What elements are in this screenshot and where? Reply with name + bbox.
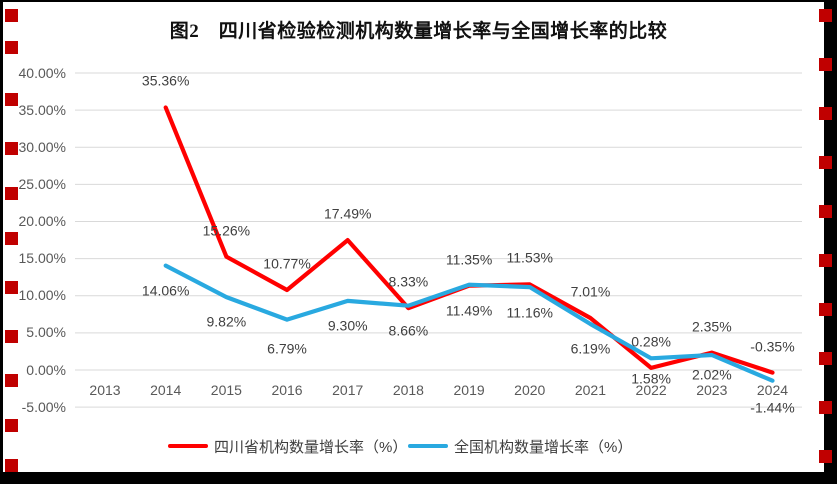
x-axis-tick-label: 2021	[574, 382, 607, 398]
legend-line-swatch-blue	[408, 444, 448, 448]
y-axis-tick-label: 30.00%	[18, 138, 66, 155]
chart-title: 图2 四川省检验检测机构数量增长率与全国增长率的比较	[169, 21, 668, 42]
y-axis-tick-label: 20.00%	[18, 213, 66, 229]
watermark-square	[5, 419, 18, 432]
data-label-series0: 11.35%	[445, 251, 493, 268]
x-axis-tick-label: 2016	[271, 382, 303, 398]
x-axis-tick-label: 2014	[150, 382, 182, 398]
data-label-series1: 9.30%	[327, 317, 368, 334]
x-axis-tick-label: 2024	[756, 382, 789, 398]
legend-item-national: 全国机构数量增长率（%）	[408, 436, 632, 456]
frame-border-top	[0, 0, 837, 2]
watermark-square	[819, 58, 832, 71]
watermark-square	[5, 41, 18, 54]
x-axis-tick-label: 2018	[392, 382, 424, 398]
x-axis-tick-label: 2022	[635, 382, 667, 398]
data-label-series0: 7.01%	[570, 283, 611, 300]
watermark-square	[5, 281, 18, 294]
watermark-square	[819, 205, 832, 218]
x-axis-tick-label: 2013	[89, 382, 121, 398]
legend-label-national: 全国机构数量增长率（%）	[454, 438, 633, 456]
data-label-series1: 11.49%	[445, 302, 493, 319]
watermark-square	[5, 187, 18, 200]
data-label-series0: 35.36%	[141, 72, 190, 89]
y-axis-tick-label: 15.00%	[18, 250, 66, 267]
y-axis-tick-label: 35.00%	[18, 101, 66, 118]
watermark-square	[5, 232, 18, 245]
watermark-square	[819, 9, 832, 22]
x-axis-tick-label: 2023	[696, 382, 728, 398]
watermark-square	[819, 107, 832, 120]
watermark-square	[5, 374, 18, 387]
x-axis-tick-label: 2019	[453, 382, 485, 398]
legend-label-sichuan: 四川省机构数量增长率（%）	[214, 438, 408, 456]
x-axis-tick-label: 2017	[332, 382, 364, 398]
data-label-series1: 6.19%	[570, 340, 611, 357]
watermark-square	[819, 254, 832, 267]
data-label-series0: 17.49%	[323, 205, 372, 222]
y-axis-tick-label: 40.00%	[18, 64, 66, 81]
data-label-series1: 8.66%	[388, 322, 429, 339]
watermark-square	[5, 93, 18, 106]
y-axis-tick-label: 10.00%	[18, 287, 66, 304]
watermark-square	[5, 142, 18, 155]
data-label-series1: 11.16%	[506, 304, 553, 321]
watermark-square	[5, 330, 18, 343]
data-label-series1: 9.82%	[206, 313, 247, 330]
data-label-series0: -0.35%	[750, 338, 795, 355]
watermark-square	[819, 352, 832, 365]
y-axis-tick-label: -5.00%	[21, 398, 66, 415]
data-label-series0: 10.77%	[263, 255, 311, 272]
data-label-series1: 6.79%	[267, 340, 307, 357]
x-axis-tick-label: 2020	[514, 382, 546, 398]
chart-legend: 四川省机构数量增长率（%） 全国机构数量增长率（%）	[0, 436, 837, 456]
watermark-square	[5, 9, 18, 22]
data-label-series0: 15.26%	[202, 222, 251, 239]
data-label-series0: 11.53%	[506, 249, 553, 266]
y-axis-tick-label: 5.00%	[26, 324, 66, 341]
legend-line-swatch-red	[168, 444, 208, 448]
data-label-series0: 2.35%	[691, 318, 732, 335]
watermark-square	[819, 401, 832, 414]
legend-item-sichuan: 四川省机构数量增长率（%）	[168, 436, 407, 456]
data-label-series0: 8.33%	[388, 273, 429, 290]
data-label-series1: 2.02%	[691, 366, 732, 383]
data-label-series1: 14.06%	[141, 282, 190, 299]
data-label-series0: 0.28%	[631, 333, 671, 350]
series-line-1	[163, 263, 775, 383]
y-axis-tick-label: 0.00%	[26, 361, 66, 378]
frame-border-bottom	[0, 472, 837, 484]
watermark-square	[819, 303, 832, 316]
frame-border-left	[0, 0, 3, 484]
data-label-series1: 1.58%	[631, 370, 671, 387]
x-axis-tick-label: 2015	[210, 382, 242, 398]
y-axis-tick-label: 25.00%	[18, 175, 66, 192]
data-label-series1: -1.44%	[750, 399, 795, 416]
watermark-square	[819, 450, 832, 463]
watermark-square	[819, 156, 832, 169]
watermark-square	[5, 459, 18, 472]
